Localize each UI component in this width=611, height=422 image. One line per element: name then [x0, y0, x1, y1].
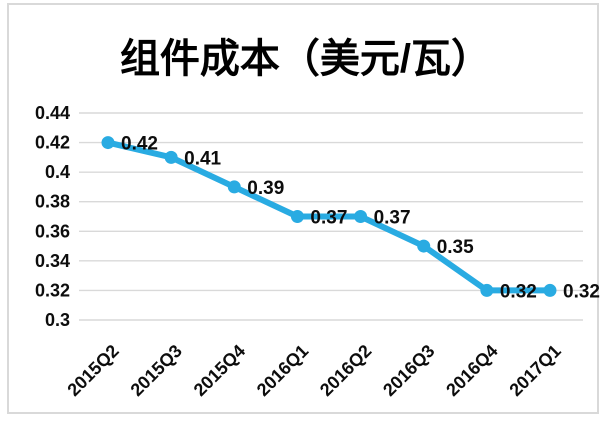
data-point-label: 0.32 — [500, 281, 537, 302]
data-point-label: 0.35 — [437, 237, 474, 258]
x-tick-label: 2015Q4 — [190, 341, 249, 400]
data-point — [290, 210, 304, 223]
y-tick-label: 0.44 — [35, 103, 70, 123]
data-point — [164, 150, 178, 164]
data-point — [480, 283, 494, 297]
data-point — [354, 210, 368, 223]
data-point — [227, 180, 241, 194]
x-tick-label: 2016Q2 — [316, 341, 375, 400]
chart-title: 组件成本（美元/瓦） — [119, 37, 492, 81]
data-point — [101, 136, 115, 150]
data-point-label: 0.39 — [247, 178, 284, 199]
data-point-label: 0.37 — [310, 208, 347, 229]
y-tick-label: 0.36 — [35, 221, 70, 241]
data-point — [417, 239, 431, 253]
data-point-label: 0.42 — [121, 134, 158, 155]
y-tick-label: 0.3 — [45, 310, 70, 330]
data-point-label: 0.32 — [563, 281, 600, 302]
data-point-label: 0.37 — [374, 208, 411, 229]
y-tick-label: 0.42 — [35, 133, 70, 153]
x-tick-label: 2016Q4 — [442, 341, 501, 400]
x-tick-label: 2016Q3 — [379, 341, 438, 400]
data-point — [543, 283, 557, 297]
x-tick-label: 2017Q1 — [505, 341, 564, 400]
y-tick-label: 0.32 — [35, 280, 70, 300]
y-tick-label: 0.4 — [45, 162, 70, 182]
x-tick-label: 2015Q3 — [127, 341, 186, 400]
series-line — [105, 139, 553, 294]
x-tick-label: 2015Q2 — [63, 341, 122, 400]
x-tick-label: 2016Q1 — [253, 341, 312, 400]
y-tick-label: 0.38 — [35, 192, 70, 212]
y-tick-label: 0.34 — [35, 251, 70, 271]
data-point-label: 0.41 — [184, 148, 221, 169]
